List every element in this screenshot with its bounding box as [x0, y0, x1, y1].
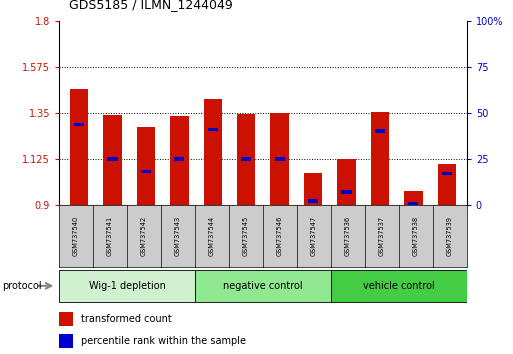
Bar	[304, 173, 322, 205]
Bar	[208, 128, 218, 131]
Bar	[103, 115, 122, 205]
Bar	[274, 158, 285, 161]
Bar	[375, 129, 385, 132]
Bar	[438, 164, 456, 205]
Text: GSM737536: GSM737536	[345, 216, 351, 256]
Text: protocol: protocol	[3, 281, 42, 291]
Bar	[371, 112, 389, 205]
Text: Wig-1 depletion: Wig-1 depletion	[89, 281, 165, 291]
Bar	[204, 99, 222, 205]
Text: GSM737541: GSM737541	[107, 216, 113, 256]
Bar	[442, 172, 452, 176]
Bar	[408, 202, 419, 206]
Text: GSM737537: GSM737537	[379, 216, 385, 256]
Bar	[170, 116, 189, 205]
Text: percentile rank within the sample: percentile rank within the sample	[82, 336, 246, 346]
Text: GSM737546: GSM737546	[277, 216, 283, 256]
Text: negative control: negative control	[223, 281, 303, 291]
Text: vehicle control: vehicle control	[363, 281, 435, 291]
Bar	[308, 199, 318, 203]
Bar	[404, 191, 423, 205]
Text: GDS5185 / ILMN_1244049: GDS5185 / ILMN_1244049	[69, 0, 233, 11]
Text: GSM737547: GSM737547	[311, 216, 317, 256]
Bar	[331, 270, 467, 302]
Bar	[59, 312, 73, 326]
Text: GSM737543: GSM737543	[175, 216, 181, 256]
Text: transformed count: transformed count	[82, 314, 172, 324]
Bar	[74, 123, 84, 126]
Bar	[195, 270, 331, 302]
Bar	[107, 158, 117, 161]
Bar	[59, 334, 73, 348]
Bar	[137, 127, 155, 205]
Text: GSM737540: GSM737540	[73, 216, 79, 256]
Text: GSM737544: GSM737544	[209, 216, 215, 256]
Bar	[342, 190, 351, 194]
Text: GSM737545: GSM737545	[243, 216, 249, 256]
Bar	[70, 89, 88, 205]
Bar	[174, 158, 184, 161]
Text: GSM737542: GSM737542	[141, 216, 147, 256]
Bar	[270, 113, 289, 205]
Bar	[237, 114, 255, 205]
Bar	[241, 158, 251, 161]
Bar	[141, 170, 151, 173]
Bar	[59, 270, 195, 302]
Text: GSM737539: GSM737539	[447, 216, 453, 256]
Text: GSM737538: GSM737538	[413, 216, 419, 256]
Bar	[337, 159, 356, 205]
